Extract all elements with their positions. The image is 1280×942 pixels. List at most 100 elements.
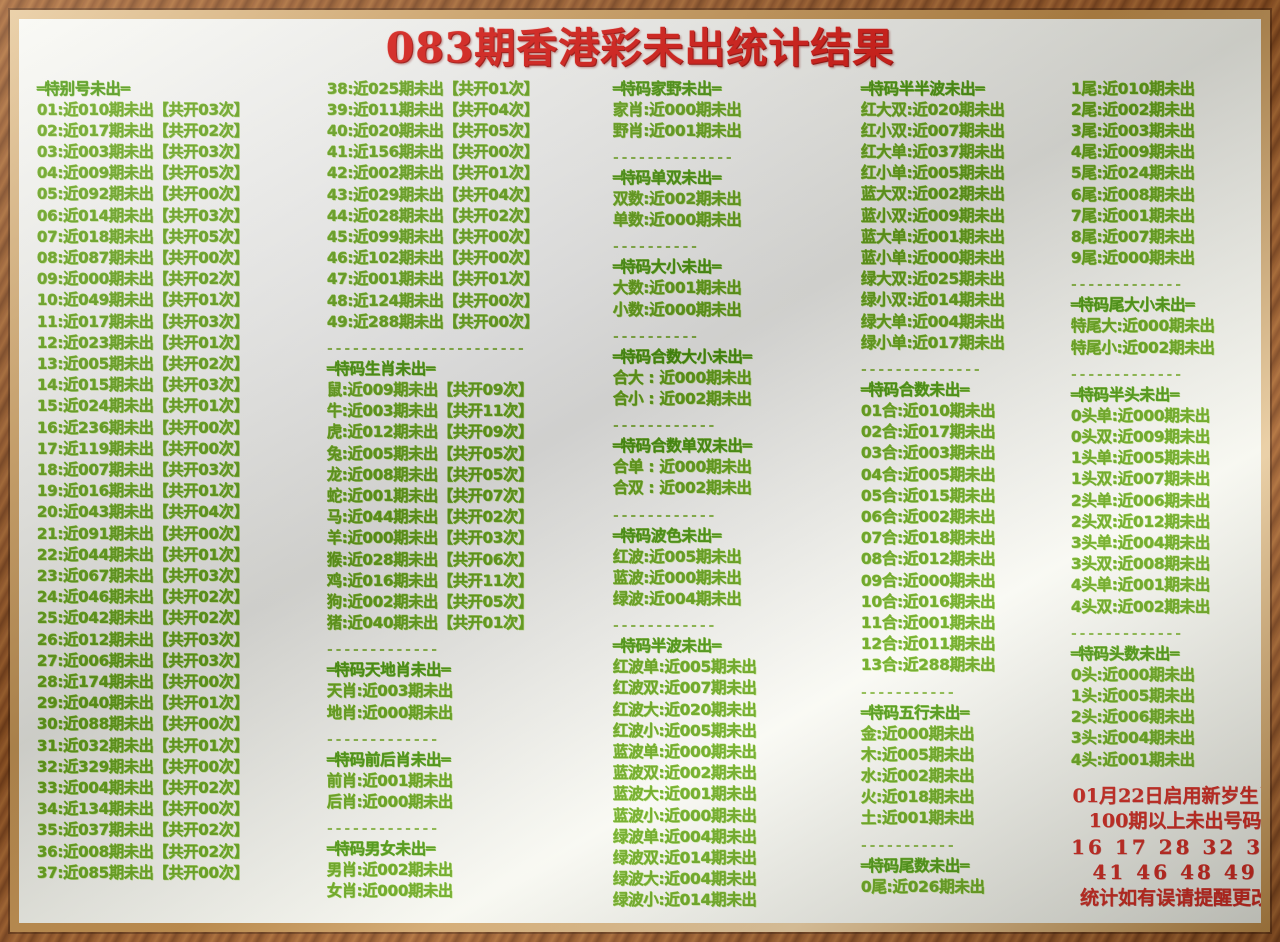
stat-row: 02合:近017期未出 xyxy=(861,423,996,442)
equals-ornament-icon: ═ xyxy=(712,637,721,656)
stat-row: 合双 : 近002期未出 xyxy=(613,479,752,498)
section-divider: - - - - - - - - - - - - xyxy=(613,618,714,635)
section-header-label: 特码五行未出 xyxy=(868,703,961,722)
odd-even-section-header: ═特码单双未出═ xyxy=(613,168,859,189)
stat-row: 19:近016期未出【共开01次】 xyxy=(37,482,249,501)
equals-ornament-icon: ═ xyxy=(1170,644,1179,663)
col-tails-heads: 1尾:近010期未出 2尾:近002期未出 3尾:近003期未出 4尾:近009期未出… xyxy=(1067,79,1261,912)
stat-row: 猪:近040期未出【共开01次】 xyxy=(327,614,533,633)
stat-row: 01:近010期未出【共开03次】 xyxy=(37,100,249,119)
stat-row: 05合:近015期未出 xyxy=(861,486,996,505)
stat-row: 女肖:近000期未出 xyxy=(327,882,453,901)
stat-row: 21:近091期未出【共开00次】 xyxy=(37,524,249,543)
stat-row: 蓝波单:近000期未出 xyxy=(613,743,757,761)
stat-row: 13:近005期未出【共开02次】 xyxy=(37,354,249,373)
stat-row: 红小单:近005期未出 xyxy=(861,164,1005,183)
tail-number-section-header: ═特码尾数未出═ xyxy=(861,856,1067,877)
half-half-wave-section-header: ═特码半半波未出═ xyxy=(861,79,1067,100)
stat-row: 26:近012期未出【共开03次】 xyxy=(37,630,249,649)
spacer xyxy=(1071,618,1261,625)
stat-row: 11:近017期未出【共开03次】 xyxy=(37,312,249,331)
stat-row: 40:近020期未出【共开05次】 xyxy=(327,121,539,140)
stat-row: 15:近024期未出【共开01次】 xyxy=(37,397,249,416)
stat-row: 马:近044期未出【共开02次】 xyxy=(327,508,533,527)
equals-ornament-icon: ═ xyxy=(960,380,969,399)
section-divider: - - - - - - - - - - - - - xyxy=(327,731,437,748)
stat-row: 46:近102期未出【共开00次】 xyxy=(327,249,539,268)
stat-row: 绿波大:近004期未出 xyxy=(613,870,757,889)
col-special-number: ═特别号未出═ 01:近010期未出【共开03次】 02:近017期未出【共开02次… xyxy=(29,79,321,892)
equals-ornament-icon: ═ xyxy=(327,359,336,378)
footer-note-line3: 16 17 28 32 34 xyxy=(1071,834,1261,859)
stat-row: 22:近044期未出【共开01次】 xyxy=(37,545,249,564)
stat-row: 07合:近018期未出 xyxy=(861,529,996,548)
stat-row: 3头双:近008期未出 xyxy=(1071,555,1211,574)
stat-row: 06:近014期未出【共开03次】 xyxy=(37,206,249,225)
male-female-zodiac-section-header: ═特码男女未出═ xyxy=(327,839,609,860)
spacer xyxy=(1071,771,1261,778)
stat-row: 2尾:近002期未出 xyxy=(1071,100,1195,119)
stat-row: 蓝波双:近002期未出 xyxy=(613,764,757,783)
stat-row: 31:近032期未出【共开01次】 xyxy=(37,736,249,755)
spacer xyxy=(861,677,1067,684)
section-divider: - - - - - - - - - - - xyxy=(861,684,954,701)
stat-row: 1头单:近005期未出 xyxy=(1071,449,1211,468)
stat-row: 2头双:近012期未出 xyxy=(1071,512,1211,531)
sky-earth-zodiac-section-header: ═特码天地肖未出═ xyxy=(327,660,609,681)
stat-row: 虎:近012期未出【共开09次】 xyxy=(327,423,533,442)
equals-ornament-icon: ═ xyxy=(441,661,450,680)
equals-ornament-icon: ═ xyxy=(861,380,870,399)
section-divider: - - - - - - - - - - - - - xyxy=(1071,366,1181,383)
stat-row: 16:近236期未出【共开00次】 xyxy=(37,418,249,437)
equals-ornament-icon: ═ xyxy=(613,526,622,545)
wave-color-section-header: ═特码波色未出═ xyxy=(613,526,859,547)
stat-row: 23:近067期未出【共开03次】 xyxy=(37,567,249,586)
equals-ornament-icon: ═ xyxy=(1071,644,1080,663)
stat-row: 双数:近002期未出 xyxy=(613,189,742,208)
section-divider: - - - - - - - - - - - xyxy=(861,837,954,854)
equals-ornament-icon: ═ xyxy=(613,79,622,98)
stat-row: 10:近049期未出【共开01次】 xyxy=(37,291,249,310)
section-header-label: 特码波色未出 xyxy=(620,526,713,545)
stat-row: 后肖:近000期未出 xyxy=(327,793,453,812)
head-number-section-header: ═特码头数未出═ xyxy=(1071,644,1261,665)
stat-row: 特尾大:近000期未出 xyxy=(1071,317,1215,336)
equals-ornament-icon: ═ xyxy=(37,79,46,98)
equals-ornament-icon: ═ xyxy=(613,347,622,366)
stat-row: 42:近002期未出【共开01次】 xyxy=(327,164,539,183)
stat-row: 32:近329期未出【共开00次】 xyxy=(37,757,249,776)
spacer xyxy=(613,231,859,238)
stat-row: 1头双:近007期未出 xyxy=(1071,470,1211,489)
stat-row: 05:近092期未出【共开00次】 xyxy=(37,185,249,204)
equals-ornament-icon: ═ xyxy=(613,168,622,187)
section-header-label: 特码合数大小未出 xyxy=(620,347,743,366)
stat-row: 44:近028期未出【共开02次】 xyxy=(327,206,539,225)
stat-row: 红大单:近037期未出 xyxy=(861,142,1005,161)
spacer xyxy=(327,333,609,340)
front-back-zodiac-section-header: ═特码前后肖未出═ xyxy=(327,750,609,771)
equals-ornament-icon: ═ xyxy=(441,750,450,769)
stat-row: 绿波小:近014期未出 xyxy=(613,891,757,910)
stat-row: 0尾:近026期未出 xyxy=(861,877,985,896)
stat-row: 合小 : 近002期未出 xyxy=(613,389,752,408)
stat-row: 20:近043期未出【共开04次】 xyxy=(37,503,249,522)
spacer xyxy=(861,830,1067,837)
equals-ornament-icon: ═ xyxy=(861,856,870,875)
section-header-label: 特码家野未出 xyxy=(620,79,713,98)
equals-ornament-icon: ═ xyxy=(742,347,752,366)
stat-row: 合大 : 近000期未出 xyxy=(613,368,752,387)
stat-row: 28:近174期未出【共开00次】 xyxy=(37,673,249,692)
stat-row: 03:近003期未出【共开03次】 xyxy=(37,142,249,161)
stat-row: 鼠:近009期未出【共开09次】 xyxy=(327,380,533,399)
stat-row: 27:近006期未出【共开03次】 xyxy=(37,651,249,670)
stat-row: 24:近046期未出【共开02次】 xyxy=(37,588,249,607)
half-head-section-header: ═特码半头未出═ xyxy=(1071,385,1261,406)
stat-row: 蓝波:近000期未出 xyxy=(613,568,742,587)
stat-row: 红大双:近020期未出 xyxy=(861,100,1005,119)
stat-row: 野肖:近001期未出 xyxy=(613,121,742,140)
stat-row: 4头单:近001期未出 xyxy=(1071,576,1211,595)
stat-row: 04合:近005期未出 xyxy=(861,465,996,484)
section-divider: - - - - - - - - - - - - - xyxy=(327,642,437,659)
stat-row: 红波大:近020期未出 xyxy=(613,700,757,719)
stat-row: 4头:近001期未出 xyxy=(1071,750,1195,769)
